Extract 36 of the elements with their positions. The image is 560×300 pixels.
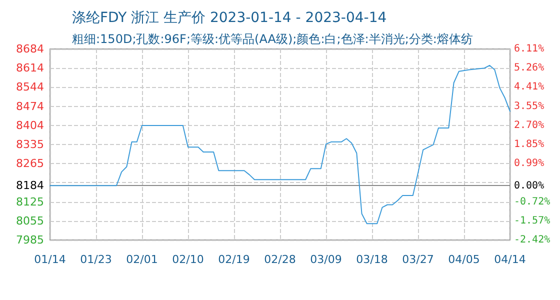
x-tick-label: 02/10	[172, 253, 204, 266]
y-tick-label: 8184	[16, 179, 44, 192]
y2-tick-label: -0.72%	[514, 196, 550, 208]
x-tick-label: 03/09	[310, 253, 342, 266]
x-tick-label: 02/01	[126, 253, 158, 266]
x-tick-label: 01/14	[34, 253, 66, 266]
y2-tick-label: 0.00%	[514, 180, 544, 192]
y-tick-label: 8404	[16, 118, 44, 132]
y-tick-label: 8544	[16, 80, 44, 94]
x-tick-label: 02/19	[218, 253, 250, 266]
y2-tick-label: 5.26%	[514, 62, 544, 74]
chart-subtitle: 粗细:150D;孔数:96F;等级:优等品(AA级);颜色:白;色泽:半消光;分类:熔体纺	[72, 32, 473, 46]
x-tick-label: 04/05	[448, 253, 480, 266]
y-tick-label: 8335	[16, 138, 44, 151]
y2-tick-label: 4.41%	[514, 82, 544, 93]
y-tick-label: 8265	[16, 157, 44, 170]
y2-tick-label: -2.42%	[514, 234, 550, 246]
y2-tick-label: 1.85%	[514, 138, 544, 150]
line-series	[50, 64, 510, 224]
y2-tick-label: 2.70%	[514, 120, 544, 131]
y2-tick-label: 3.55%	[514, 100, 544, 112]
y2-tick-label: 6.11%	[514, 44, 544, 54]
x-tick-label: 01/23	[80, 253, 112, 266]
y-tick-label: 7985	[16, 234, 44, 246]
x-tick-label: 02/28	[264, 253, 296, 266]
x-tick-label: 03/27	[402, 253, 434, 266]
chart-title: 涤纶FDY 浙江 生产价 2023-01-14 - 2023-04-14	[72, 10, 387, 26]
x-tick-label: 03/18	[356, 253, 388, 266]
y-tick-label: 8125	[16, 195, 44, 208]
y-tick-label: 8055	[16, 214, 44, 228]
y-tick-label: 8614	[16, 62, 44, 75]
y2-tick-label: 0.99%	[514, 158, 544, 170]
x-tick-label: 04/14	[494, 253, 526, 266]
y-tick-label: 8474	[16, 100, 44, 113]
y2-tick-label: -1.57%	[514, 215, 550, 226]
y-tick-label: 8684	[16, 42, 44, 56]
